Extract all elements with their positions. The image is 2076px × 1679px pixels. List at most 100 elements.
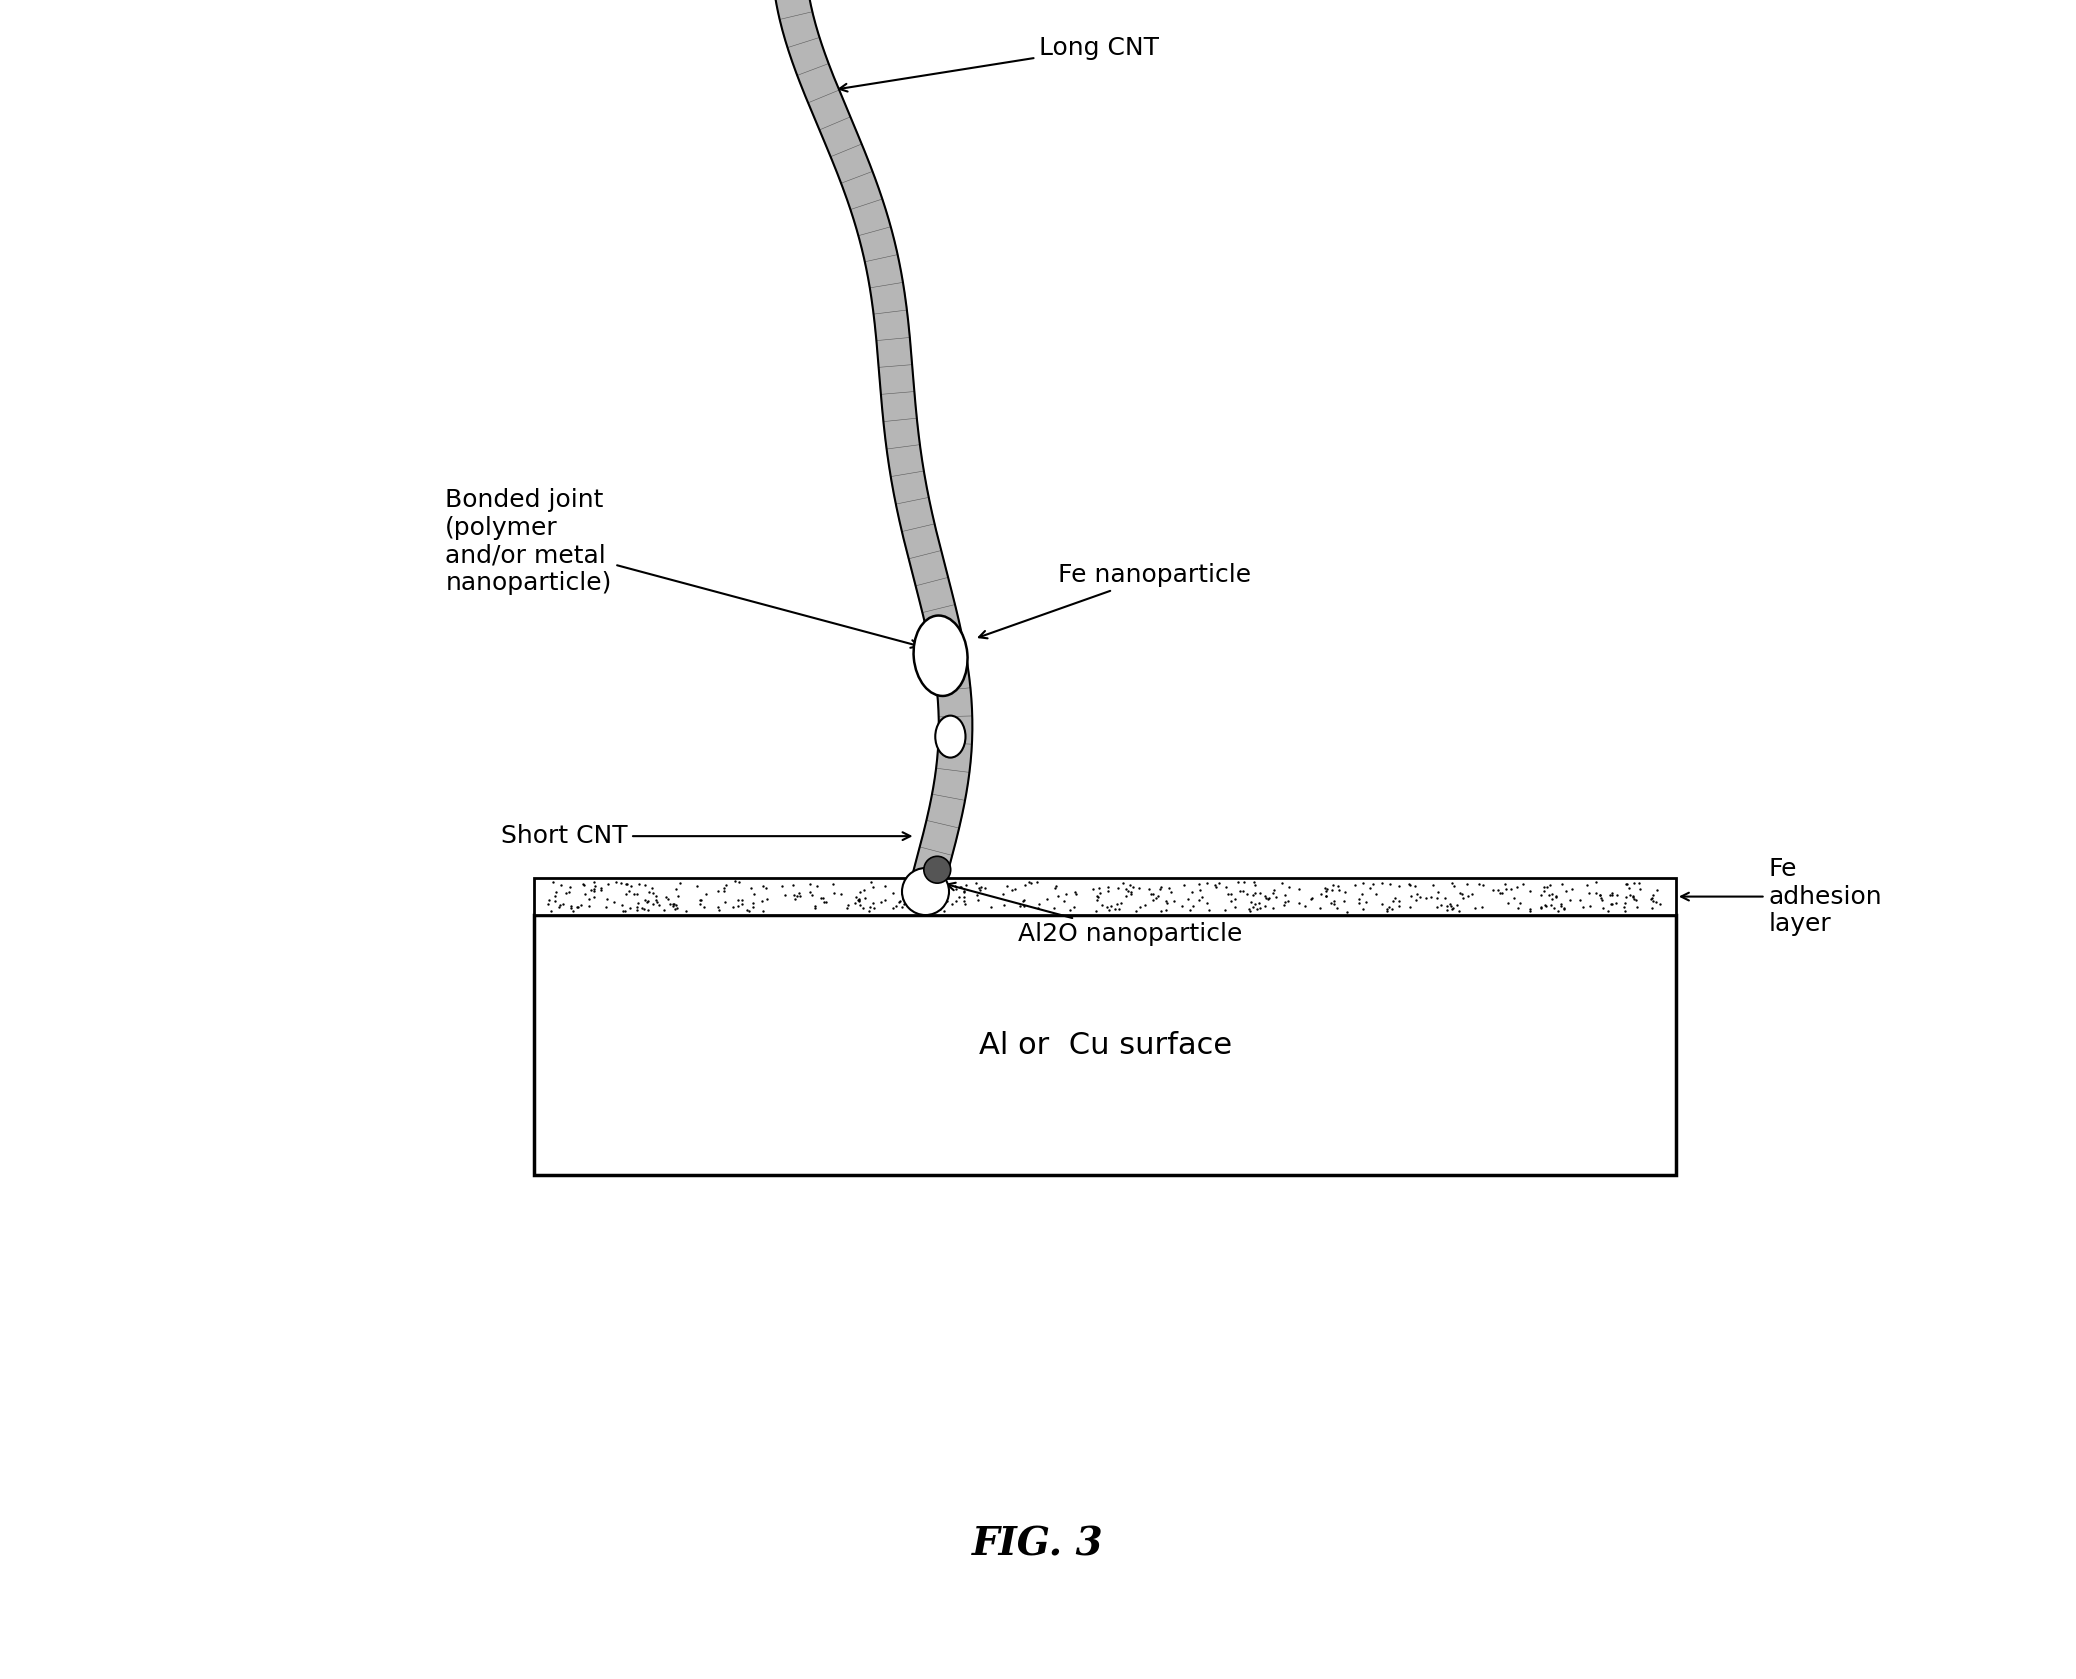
- Point: [849, 885, 882, 912]
- Point: [1563, 887, 1596, 913]
- Point: [1435, 870, 1468, 897]
- Point: [650, 883, 683, 910]
- Point: [1613, 881, 1646, 908]
- Point: [1513, 895, 1547, 922]
- Point: [550, 880, 583, 907]
- Point: [1042, 883, 1075, 910]
- Point: [608, 898, 641, 925]
- Point: [1100, 875, 1133, 902]
- Point: [598, 888, 631, 915]
- Point: [702, 897, 735, 923]
- Point: [577, 883, 610, 910]
- Point: [1237, 881, 1271, 908]
- Point: [571, 885, 604, 912]
- Point: [660, 895, 693, 922]
- Point: [1383, 887, 1416, 913]
- Point: [1080, 887, 1113, 913]
- Point: [1129, 892, 1163, 918]
- Point: [1092, 873, 1125, 900]
- Point: [990, 873, 1023, 900]
- Point: [1372, 893, 1405, 920]
- Point: [808, 888, 841, 915]
- Point: [600, 868, 633, 895]
- Point: [635, 875, 668, 902]
- Point: [841, 887, 874, 913]
- Point: [1094, 893, 1127, 920]
- Point: [660, 876, 693, 903]
- Point: [627, 895, 660, 922]
- Point: [1003, 893, 1036, 920]
- Point: [1451, 871, 1484, 898]
- Point: [1304, 880, 1337, 907]
- Point: [681, 871, 714, 898]
- Point: [752, 887, 785, 913]
- Point: [1445, 881, 1478, 908]
- Point: [1200, 873, 1233, 900]
- Point: [853, 893, 886, 920]
- Point: [967, 875, 1001, 902]
- Point: [1430, 893, 1464, 920]
- Point: [907, 881, 940, 908]
- Point: [1239, 880, 1273, 907]
- Point: [1592, 898, 1626, 925]
- Point: [1374, 895, 1408, 922]
- Point: [1617, 883, 1650, 910]
- Point: [1466, 893, 1499, 920]
- Point: [778, 881, 812, 908]
- Point: [1424, 892, 1457, 918]
- Point: [1507, 870, 1540, 897]
- Point: [554, 873, 588, 900]
- Polygon shape: [772, 0, 972, 883]
- Point: [725, 887, 758, 913]
- Point: [1580, 880, 1613, 907]
- Point: [1248, 881, 1281, 908]
- Point: [1607, 893, 1640, 920]
- Point: [737, 880, 770, 907]
- Point: [1414, 883, 1447, 910]
- Point: [1532, 881, 1565, 908]
- Point: [1403, 883, 1437, 910]
- Point: [716, 893, 749, 920]
- Text: FIG. 3: FIG. 3: [972, 1526, 1104, 1563]
- Point: [1495, 876, 1528, 903]
- Point: [924, 895, 957, 922]
- Point: [893, 892, 926, 918]
- Point: [884, 893, 918, 920]
- Point: [1113, 871, 1146, 898]
- Point: [658, 892, 691, 918]
- Point: [1538, 883, 1572, 910]
- Point: [1609, 898, 1642, 925]
- Point: [1144, 875, 1177, 902]
- Point: [710, 871, 743, 898]
- Point: [1158, 888, 1192, 915]
- Point: [947, 878, 980, 905]
- Point: [612, 878, 646, 905]
- Point: [1233, 898, 1266, 925]
- Point: [961, 887, 994, 913]
- Point: [1273, 873, 1306, 900]
- Point: [1268, 881, 1302, 908]
- Point: [893, 880, 926, 907]
- Point: [1102, 897, 1136, 923]
- Point: [1599, 890, 1632, 917]
- Point: [635, 880, 668, 907]
- Point: [1144, 898, 1177, 925]
- Point: [805, 885, 839, 912]
- Point: [1316, 876, 1349, 903]
- Point: [648, 897, 681, 923]
- Point: [1059, 878, 1092, 905]
- Point: [963, 873, 996, 900]
- Point: [1252, 887, 1285, 913]
- Point: [1038, 895, 1071, 922]
- Point: [635, 892, 668, 918]
- Point: [722, 868, 756, 895]
- Point: [1053, 897, 1086, 923]
- Point: [683, 887, 716, 913]
- Point: [1314, 890, 1347, 917]
- Point: [843, 878, 876, 905]
- Point: [1107, 870, 1140, 897]
- Point: [623, 870, 656, 897]
- Point: [654, 890, 687, 917]
- Point: [1256, 895, 1289, 922]
- Point: [961, 881, 994, 908]
